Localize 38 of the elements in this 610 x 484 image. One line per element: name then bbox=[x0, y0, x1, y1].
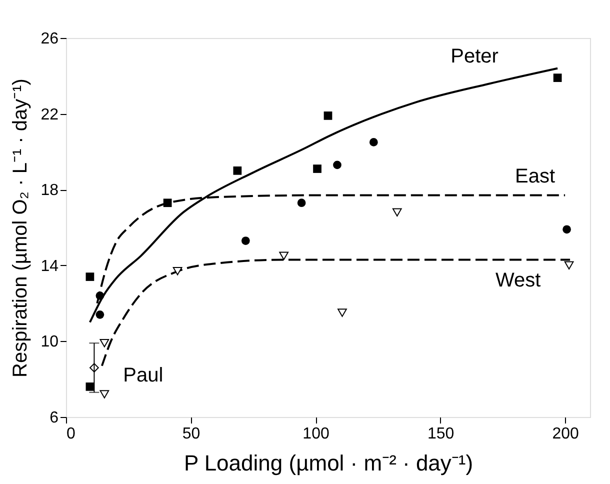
point bbox=[392, 208, 402, 216]
point bbox=[553, 74, 562, 82]
y-tick-label: 26 bbox=[40, 30, 59, 48]
point bbox=[172, 266, 182, 276]
point bbox=[333, 160, 342, 170]
x-tick-label: 100 bbox=[302, 426, 330, 442]
point bbox=[233, 166, 242, 175]
y-tick-label: 10 bbox=[40, 334, 59, 351]
point bbox=[324, 112, 332, 120]
point bbox=[369, 138, 378, 146]
y-tick-label: 22 bbox=[40, 106, 59, 124]
series-label: West bbox=[495, 270, 542, 292]
series-label: East bbox=[515, 165, 556, 188]
point bbox=[86, 382, 94, 391]
y-axis-title: Respiration (µmol O₂ · L⁻¹ · day⁻¹) bbox=[10, 78, 32, 378]
x-tick-label: 200 bbox=[552, 426, 579, 442]
x-axis-title: P Loading (µmol · m⁻² · day⁻¹) bbox=[184, 450, 474, 476]
point bbox=[338, 308, 347, 317]
series-label: Paul bbox=[123, 364, 164, 387]
x-tick-label: 50 bbox=[182, 426, 200, 442]
point bbox=[100, 390, 110, 398]
x-tick-label: 150 bbox=[427, 426, 454, 442]
point bbox=[564, 261, 574, 270]
point bbox=[313, 164, 322, 173]
point bbox=[100, 338, 110, 348]
point bbox=[96, 310, 104, 319]
point bbox=[297, 198, 306, 208]
y-tick-label: 18 bbox=[40, 182, 59, 200]
point bbox=[96, 292, 104, 300]
point bbox=[562, 225, 571, 234]
point bbox=[86, 272, 94, 281]
point bbox=[279, 252, 289, 260]
x-tick-label: 0 bbox=[66, 426, 76, 442]
point bbox=[241, 236, 250, 245]
y-tick-label: 6 bbox=[50, 410, 59, 426]
series-label: Peter bbox=[450, 45, 499, 68]
point bbox=[163, 198, 172, 208]
y-tick-label: 14 bbox=[40, 258, 59, 275]
